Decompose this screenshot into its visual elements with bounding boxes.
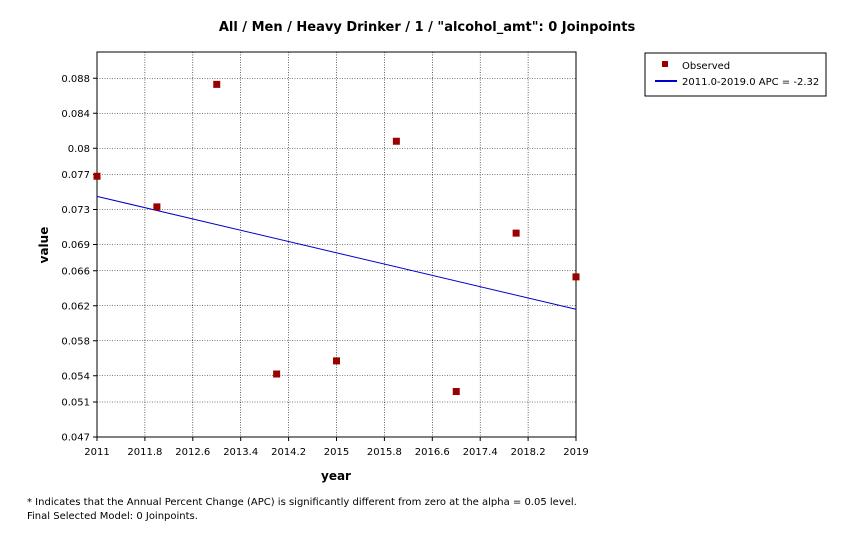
observed-point xyxy=(572,273,580,281)
y-axis-ticks: 0.047 0.051 0.054 0.058 0.062 0.066 0.069 0.073… xyxy=(61,74,97,444)
y-tick-label: 0.051 xyxy=(61,398,90,409)
observed-point xyxy=(392,137,400,145)
observed-point xyxy=(213,80,221,88)
x-tick-label: 2012.6 xyxy=(175,447,210,458)
y-tick-label: 0.077 xyxy=(61,170,90,181)
y-tick-label: 0.069 xyxy=(61,240,90,251)
y-tick-label: 0.088 xyxy=(61,74,90,85)
legend-box xyxy=(644,52,827,97)
chart-title: All / Men / Heavy Drinker / 1 / "alcohol… xyxy=(219,20,636,35)
x-tick-label: 2015 xyxy=(324,447,349,458)
y-tick-label: 0.058 xyxy=(61,336,90,347)
x-tick-label: 2014.2 xyxy=(271,447,306,458)
y-tick-label: 0.066 xyxy=(61,266,90,277)
x-tick-label: 2016.6 xyxy=(415,447,450,458)
x-tick-label: 2019 xyxy=(563,447,588,458)
grid xyxy=(96,52,577,438)
footnote-apc-note: * Indicates that the Annual Percent Chan… xyxy=(27,497,577,508)
x-tick-label: 2017.4 xyxy=(463,447,498,458)
x-tick-label: 2015.8 xyxy=(367,447,402,458)
y-tick-label: 0.084 xyxy=(61,109,90,120)
y-tick-label: 0.047 xyxy=(61,433,90,444)
observed-point xyxy=(93,172,101,180)
y-tick-label: 0.062 xyxy=(61,301,90,312)
y-tick-label: 0.073 xyxy=(61,205,90,216)
observed-point xyxy=(452,388,460,395)
x-tick-label: 2013.4 xyxy=(223,447,258,458)
x-axis-title: year xyxy=(321,469,351,483)
y-tick-label: 0.08 xyxy=(68,144,90,155)
y-axis-title: value xyxy=(37,227,51,264)
x-tick-label: 2011.8 xyxy=(127,447,162,458)
x-axis-ticks: 2011 2011.8 2012.6 2013.4 2014.2 2015 2015.8 20… xyxy=(84,437,589,458)
observed-point xyxy=(273,370,281,378)
legend-trend-label: 2011.0-2019.0 APC = -2.32 xyxy=(682,77,819,88)
legend: Observed 2011.0-2019.0 APC = -2.32 xyxy=(644,52,827,97)
x-tick-label: 2011 xyxy=(84,447,109,458)
observed-point xyxy=(153,203,161,211)
legend-observed-label: Observed xyxy=(682,61,730,72)
observed-point xyxy=(512,229,520,237)
observed-point xyxy=(333,357,340,365)
legend-observed-marker xyxy=(662,61,668,67)
x-tick-label: 2018.2 xyxy=(511,447,546,458)
y-tick-label: 0.054 xyxy=(61,371,90,382)
series-layer xyxy=(93,80,580,395)
trend-line xyxy=(96,195,577,310)
footnote-final-model: Final Selected Model: 0 Joinpoints. xyxy=(27,511,198,522)
